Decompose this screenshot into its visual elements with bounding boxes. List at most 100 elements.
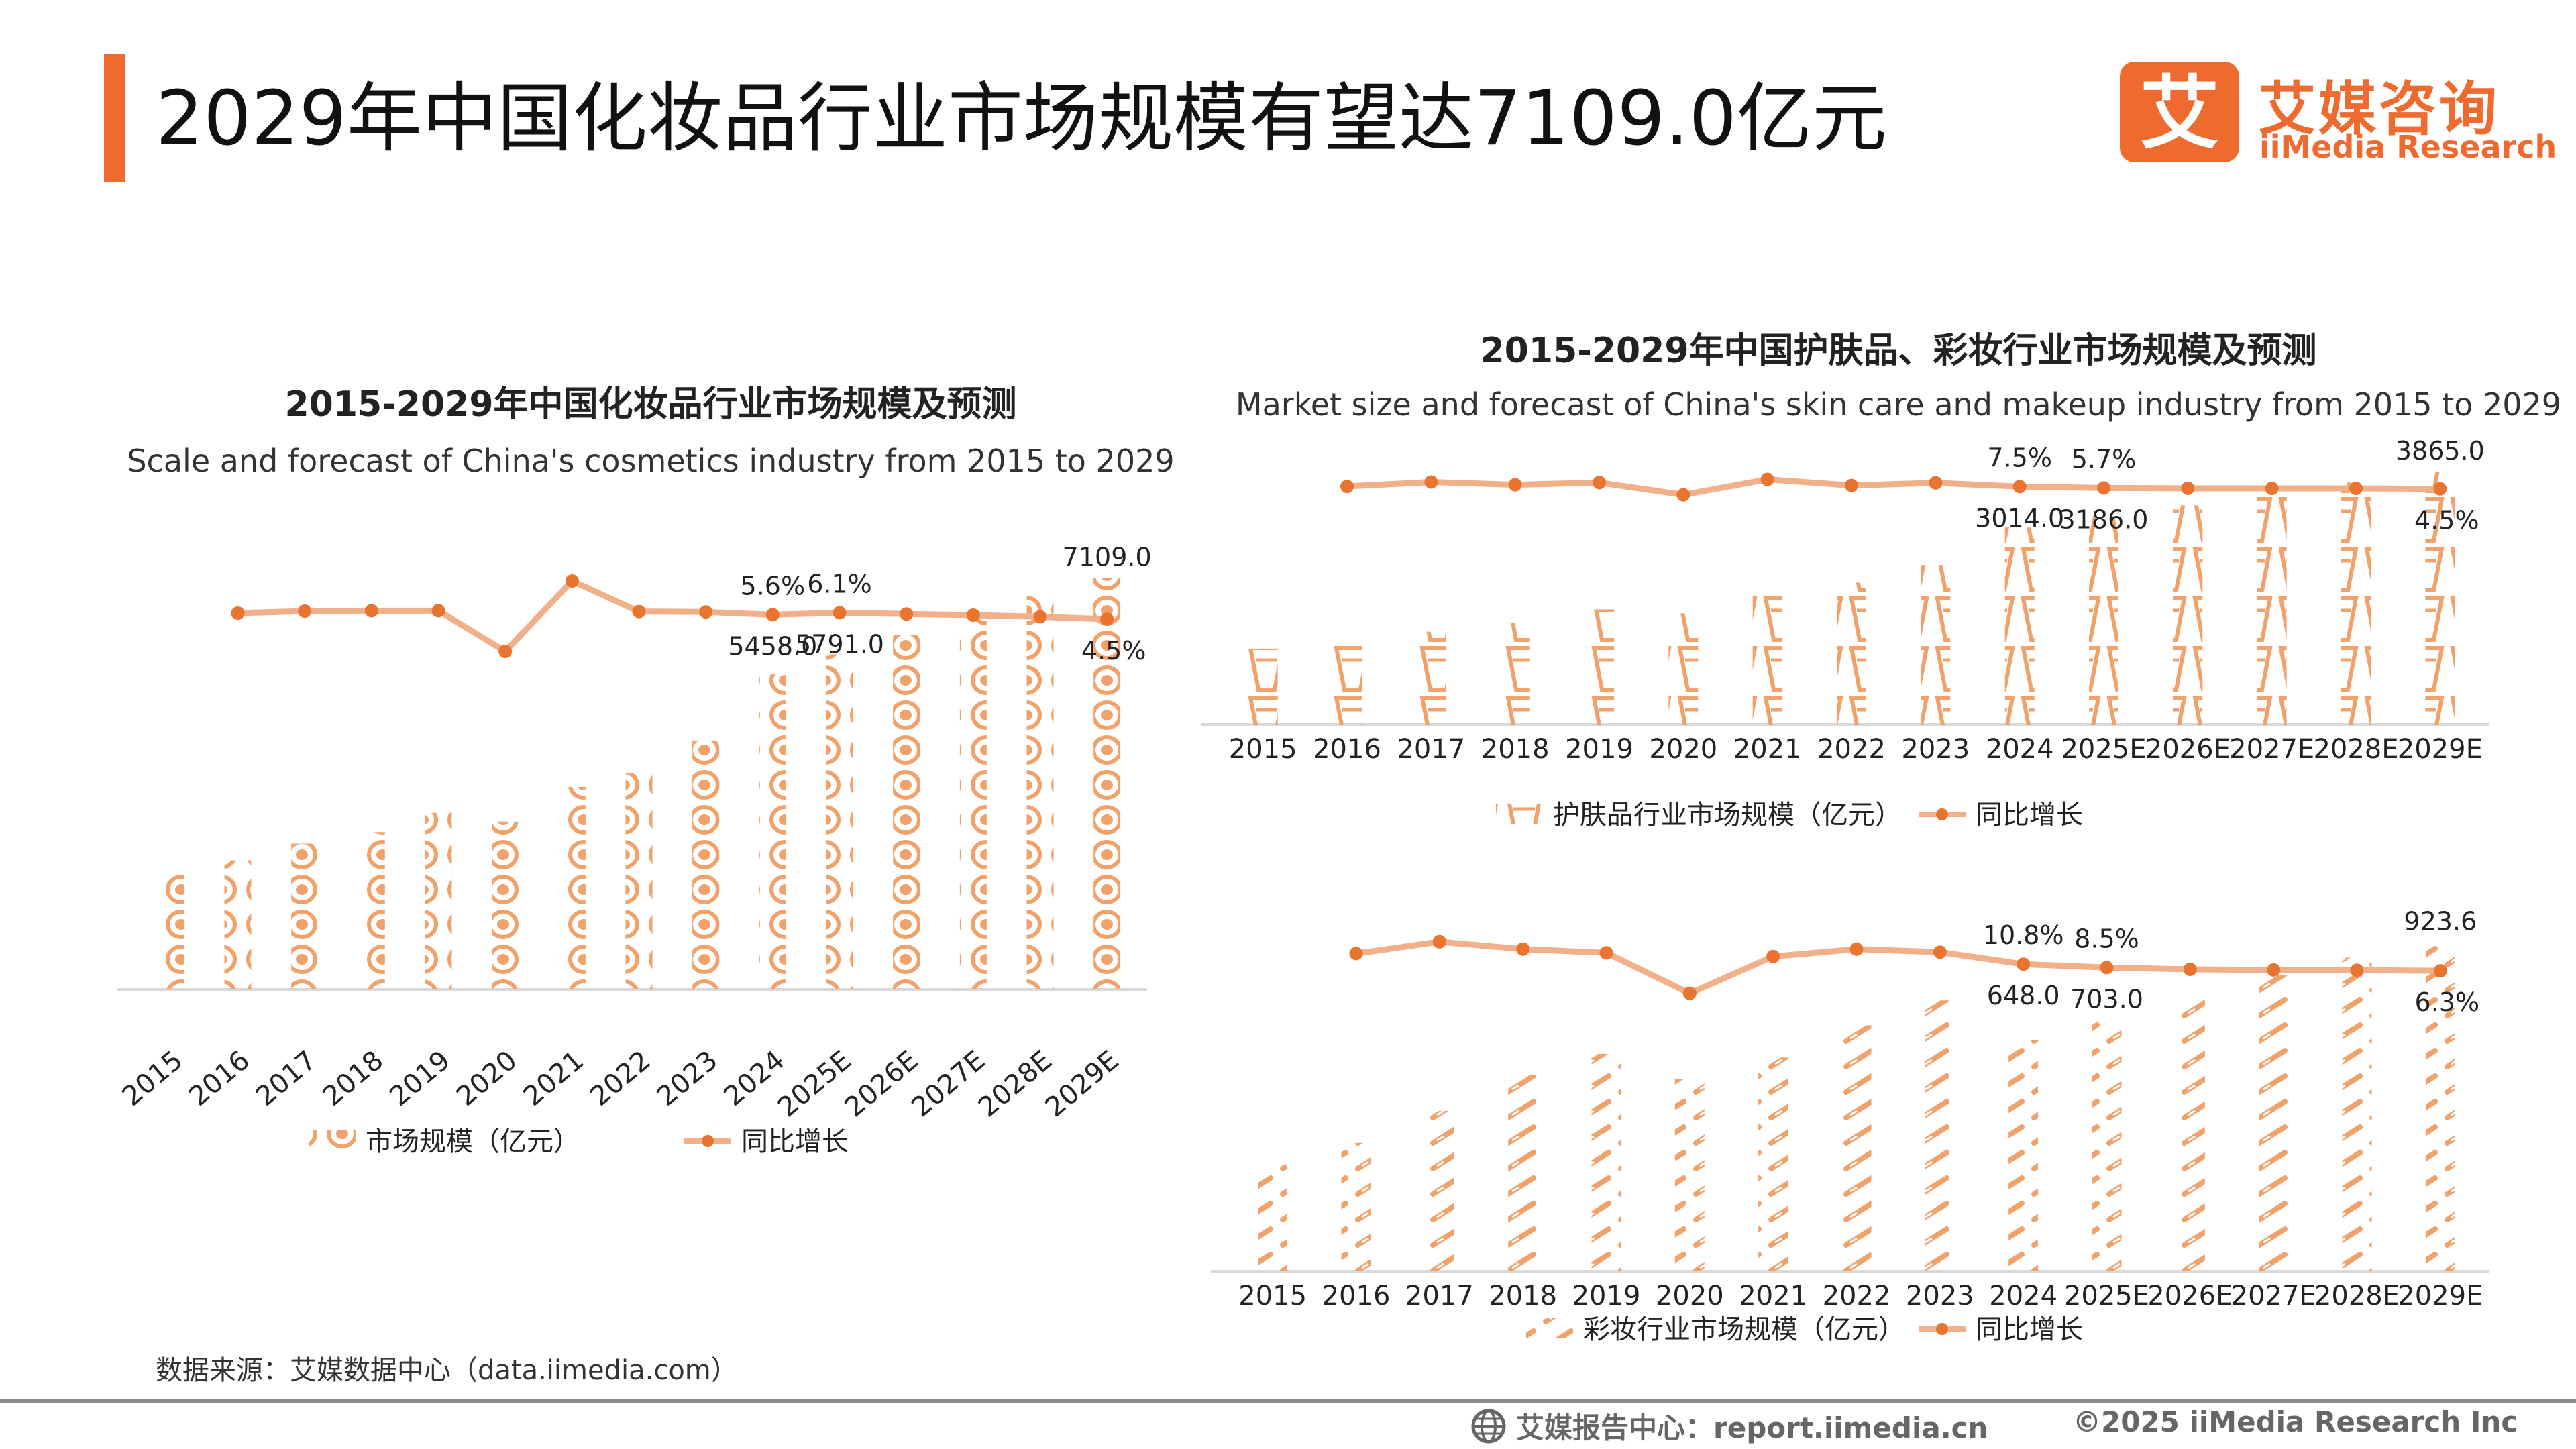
chart2-growth-line (1346, 476, 2440, 498)
chart1-bar-11 (893, 635, 920, 989)
chart1-title: 2015-2029年中国化妆品行业市场规模及预测 (284, 384, 1017, 425)
chart3-tick-label-14: 2029E (2398, 1281, 2483, 1311)
chart1-growth-point-8 (699, 605, 713, 619)
chart3-bar-6 (1758, 1057, 1788, 1271)
chart1-bar-10 (826, 654, 853, 989)
chart1-data-label-5: 4.5% (1081, 636, 1146, 665)
chart1-tick-label-10: 2025E (772, 1044, 857, 1123)
chart2-tick-label-2: 2017 (1397, 734, 1465, 765)
chart3-bar-12 (2259, 975, 2289, 1271)
title-accent-bar (104, 54, 125, 182)
chart1-growth-point-1 (231, 606, 245, 620)
chart3-tick-label-9: 2024 (1989, 1281, 2057, 1311)
chart2-bar-10 (2089, 516, 2118, 724)
chart2-growth-point-9 (2012, 480, 2027, 494)
chart3-data-label-4: 8.5% (2074, 924, 2139, 953)
chart1-bar-12 (959, 614, 987, 989)
chart3-bar-0 (1258, 1164, 1288, 1271)
chart3-growth-point-9 (2017, 957, 2031, 971)
chart3-growth-point-13 (2350, 963, 2364, 977)
chart3-tick-label-10: 2025E (2064, 1281, 2149, 1311)
chart1-growth-point-14 (1100, 612, 1114, 626)
chart3-legend-label-1: 同比增长 (1976, 1314, 2083, 1345)
chart1-growth-point-3 (364, 604, 378, 618)
logo-cn-text: 艾媒咨询 (2258, 76, 2500, 143)
chart1-bar-8 (692, 740, 720, 989)
chart1-bar-1 (224, 860, 252, 989)
chart1-data-label-0: 5458.0 (728, 631, 817, 661)
chart1-bar-3 (358, 832, 385, 989)
chart2-tick-label-5: 2020 (1649, 734, 1717, 765)
chart3-tick-label-4: 2019 (1572, 1281, 1641, 1311)
chart3-bar-1 (1341, 1142, 1371, 1271)
chart3-bar-5 (1674, 1079, 1705, 1271)
chart3-data-label-0: 648.0 (1987, 981, 2060, 1010)
chart1-bar-4 (425, 812, 452, 989)
chart3-bar-8 (1925, 1000, 1955, 1271)
chart3-growth-point-10 (2100, 961, 2114, 975)
chart1-bar-5 (492, 821, 519, 989)
chart2-tick-label-4: 2019 (1565, 734, 1633, 765)
chart3-tick-label-11: 2026E (2147, 1281, 2233, 1311)
chart3-tick-label-1: 2016 (1322, 1281, 1391, 1311)
chart1-growth-point-5 (498, 645, 513, 658)
chart3-growth-point-7 (1849, 942, 1864, 956)
chart2-data-label-5: 4.5% (2414, 506, 2479, 535)
logo-mark-text: 艾 (2140, 67, 2219, 160)
chart3-bar-3 (1508, 1075, 1538, 1271)
chart2-bar-5 (1668, 613, 1699, 724)
chart3-growth-point-2 (1432, 934, 1446, 949)
chart2-bar-11 (2173, 505, 2203, 724)
logo-mark-icon: 艾 (2120, 62, 2239, 162)
chart1-growth-point-7 (632, 604, 646, 619)
chart1-data-label-2: 7109.0 (1063, 542, 1152, 572)
chart2-growth-point-7 (1845, 478, 1858, 492)
chart1-growth-point-11 (900, 607, 914, 621)
chart2-subtitle: Market size and forecast of China's skin… (1235, 386, 2562, 423)
chart2-bar-13 (2341, 482, 2371, 724)
page-title: 2029年中国化妆品行业市场规模有望达7109.0亿元 (156, 75, 1887, 162)
chart3-tick-label-6: 2021 (1739, 1281, 1807, 1311)
chart1-legend-line-dot (702, 1135, 714, 1147)
chart3-data-label-3: 10.8% (1983, 920, 2064, 950)
chart2-bar-14 (2425, 472, 2455, 724)
chart2-tick-label-1: 2016 (1313, 734, 1381, 765)
chart1-tick-label-4: 2019 (384, 1044, 456, 1112)
chart3-growth-point-8 (1933, 945, 1947, 959)
chart2-bar-4 (1585, 609, 1614, 724)
chart2-growth-point-6 (1760, 472, 1774, 486)
chart1-legend-label-1: 同比增长 (741, 1126, 849, 1157)
chart2-bar-8 (1921, 565, 1951, 724)
chart3-bar-11 (2175, 996, 2205, 1271)
chart1-growth-point-12 (966, 608, 980, 622)
chart2-title: 2015-2029年中国护肤品、彩妆行业市场规模及预测 (1480, 331, 2317, 371)
chart1-bar-2 (291, 843, 319, 989)
chart3-tick-label-13: 2028E (2314, 1281, 2400, 1311)
chart2-legend-label-1: 同比增长 (1976, 800, 2083, 830)
iimedia-logo: 艾 艾媒咨询 iiMedia Research (2120, 62, 2557, 169)
chart1-legend-label-0: 市场规模（亿元） (366, 1126, 580, 1157)
chart2-data-label-4: 5.7% (2072, 444, 2137, 474)
chart3-tick-label-3: 2018 (1489, 1281, 1557, 1311)
chart3-bar-7 (1841, 1025, 1872, 1271)
chart1-bar-9 (759, 673, 786, 989)
chart3-growth-line (1355, 938, 2440, 997)
chart2-growth-point-1 (1340, 480, 1354, 494)
chart2-growth-point-3 (1508, 478, 1522, 492)
chart3-tick-label-5: 2020 (1656, 1281, 1724, 1311)
chart1-tick-label-11: 2026E (839, 1044, 924, 1123)
chart2-growth-point-8 (1929, 476, 1943, 490)
chart3-tick-label-7: 2022 (1823, 1281, 1891, 1311)
chart3-tick-label-8: 2023 (1906, 1281, 1974, 1311)
chart1-growth-line (237, 578, 1108, 655)
chart2-tick-label-10: 2025E (2061, 734, 2146, 765)
chart3-growth-point-3 (1516, 942, 1530, 956)
chart2-tick-label-13: 2028E (2313, 734, 2398, 765)
chart1-data-label-4: 6.1% (807, 569, 872, 598)
chart1-growth-point-10 (833, 606, 847, 620)
chart3-bar-13 (2342, 957, 2372, 1271)
chart2-data-label-1: 3186.0 (2059, 504, 2149, 534)
chart1-growth-point-13 (1033, 610, 1047, 624)
footer-divider (0, 1399, 2576, 1403)
chart2-growth-point-12 (2265, 482, 2279, 496)
